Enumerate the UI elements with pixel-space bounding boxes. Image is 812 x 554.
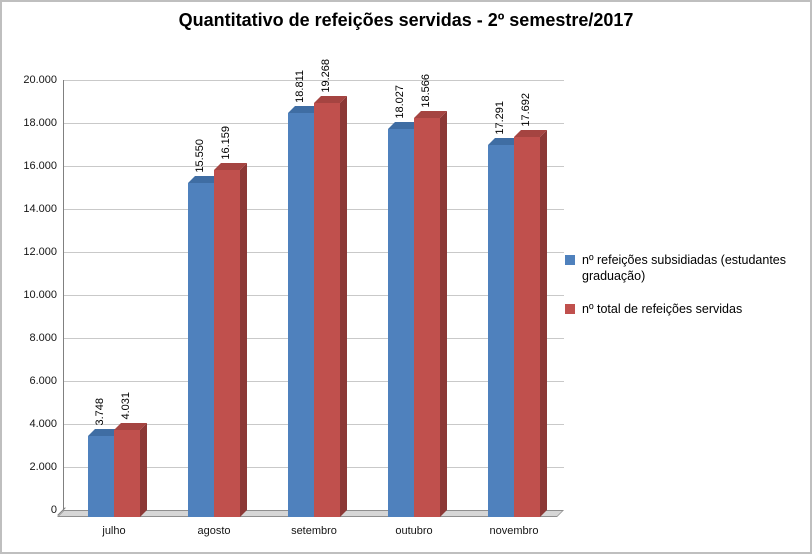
bar-front-face <box>214 170 240 517</box>
chart-legend: nº refeições subsidiadas (estudantes gra… <box>565 252 810 317</box>
y-axis-label: 18.000 <box>23 117 57 129</box>
bar-front-face <box>488 145 514 517</box>
y-axis-label: 10.000 <box>23 289 57 301</box>
y-axis-label: 4.000 <box>29 418 57 430</box>
bar-value-label: 3.748 <box>94 398 106 426</box>
bar-front-face <box>414 118 440 517</box>
chart-title: Quantitativo de refeições servidas - 2º … <box>178 10 634 30</box>
bar-front-face <box>188 183 214 517</box>
legend-item-subsidiadas: nº refeições subsidiadas (estudantes gra… <box>565 252 810 285</box>
y-axis-label: 2.000 <box>29 461 57 473</box>
bar-value-label: 18.027 <box>394 85 406 119</box>
legend-label-total: nº total de refeições servidas <box>582 301 743 316</box>
gridline <box>64 80 564 81</box>
bar-front-face <box>288 113 314 517</box>
x-axis-label: novembro <box>489 525 539 537</box>
bar-value-label: 17.291 <box>494 101 506 135</box>
y-axis-label: 16.000 <box>23 160 57 172</box>
x-axis-label: outubro <box>395 525 433 537</box>
y-axis-label: 8.000 <box>29 332 57 344</box>
bar-front-face <box>88 436 114 517</box>
bar-front-face <box>114 430 140 517</box>
bar-value-label: 4.031 <box>120 392 132 420</box>
bar-value-label: 19.268 <box>320 59 332 93</box>
x-axis-label: julho <box>102 525 126 537</box>
y-axis-label: 6.000 <box>29 375 57 387</box>
bar-value-label: 18.566 <box>420 74 432 108</box>
legend-label-subsidiadas: nº refeições subsidiadas (estudantes gra… <box>582 253 786 284</box>
legend-swatch-blue <box>565 255 575 265</box>
bar-value-label: 15.550 <box>194 139 206 173</box>
bar-value-label: 17.692 <box>520 93 532 127</box>
bar-side-face <box>540 130 547 517</box>
y-axis-label: 14.000 <box>23 203 57 215</box>
y-axis-line <box>63 80 64 511</box>
bar-side-face <box>440 111 447 517</box>
y-axis-label: 0 <box>50 504 57 516</box>
y-axis-label: 12.000 <box>23 246 57 258</box>
y-axis-label: 20.000 <box>23 74 57 86</box>
x-axis-label: setembro <box>291 525 337 537</box>
bar-side-face <box>340 96 347 517</box>
bar-value-label: 16.159 <box>220 126 232 160</box>
bar-front-face <box>514 137 540 517</box>
bar-side-face <box>240 163 247 517</box>
x-axis-label: agosto <box>197 525 231 537</box>
bar-front-face <box>314 103 340 517</box>
legend-item-total: nº total de refeições servidas <box>565 301 810 317</box>
legend-swatch-red <box>565 303 575 314</box>
bar-side-face <box>140 423 147 517</box>
bar-front-face <box>388 129 414 517</box>
bar-value-label: 18.811 <box>294 70 306 103</box>
